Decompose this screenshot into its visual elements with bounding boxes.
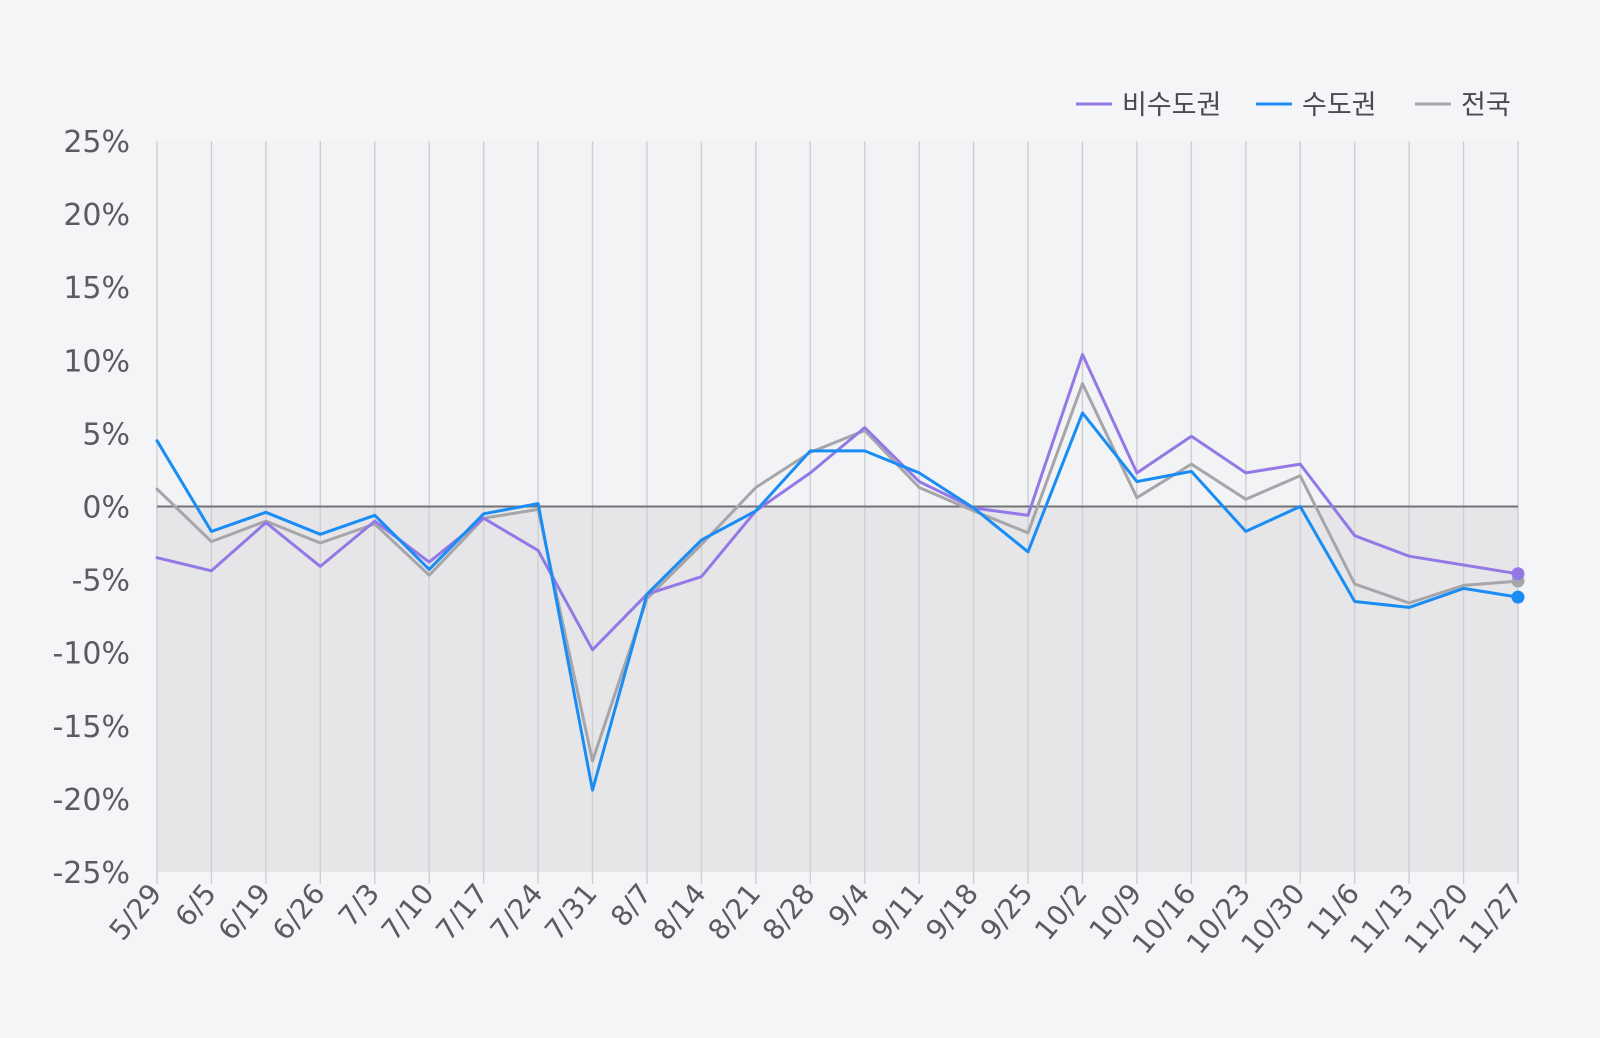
legend-label: 비수도권 <box>1122 90 1221 121</box>
legend-item: 수도권 <box>1256 90 1377 121</box>
y-tick-label: -20% <box>52 783 130 818</box>
x-tick-label: 7/31 <box>538 877 604 946</box>
y-tick-label: 0% <box>82 491 130 526</box>
y-tick-label: -10% <box>52 637 130 672</box>
series-line-3 <box>155 382 1520 763</box>
y-tick-label: 10% <box>63 344 130 379</box>
x-tick-label: 8/14 <box>647 877 713 946</box>
legend-item: 비수도권 <box>1076 90 1221 121</box>
y-tick-label: -15% <box>52 710 130 745</box>
y-tick-label: -25% <box>52 856 130 891</box>
x-tick-label: 9/25 <box>974 877 1040 946</box>
x-tick-label: 9/11 <box>865 877 931 946</box>
y-tick-label: 15% <box>63 271 130 306</box>
y-tick-label: 20% <box>63 198 130 233</box>
x-tick-label: 7/10 <box>375 877 441 946</box>
series-end-point <box>1511 567 1525 581</box>
x-tick-label: 9/18 <box>919 877 985 946</box>
series-line-2 <box>155 411 1520 792</box>
x-tick-label: 10/2 <box>1028 877 1094 946</box>
legend-label: 수도권 <box>1302 90 1377 121</box>
plot-area-positive <box>157 141 1518 507</box>
y-tick-label: 25% <box>63 125 130 160</box>
plot-area-negative-shade <box>157 506 1518 872</box>
legend-label: 전국 <box>1461 90 1511 121</box>
x-tick-label: 7/24 <box>484 877 550 946</box>
y-tick-label: 5% <box>82 417 130 452</box>
legend-item: 전국 <box>1415 90 1511 121</box>
x-tick-label: 8/21 <box>701 877 767 946</box>
x-tick-label: 6/19 <box>212 877 278 946</box>
x-tick-label: 6/26 <box>266 877 332 946</box>
x-tick-label: 7/17 <box>429 877 495 946</box>
x-tick-label: 8/28 <box>756 877 822 946</box>
series-end-point <box>1511 590 1525 604</box>
y-tick-label: -5% <box>72 564 130 599</box>
